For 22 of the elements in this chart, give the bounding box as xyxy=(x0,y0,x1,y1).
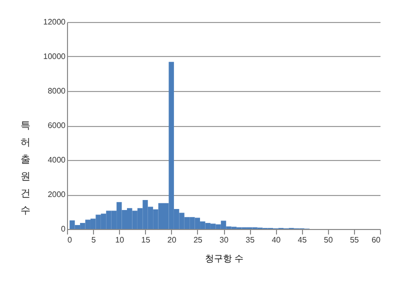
x-tick-label: 35 xyxy=(246,236,256,244)
x-tick-label: 45 xyxy=(298,236,308,244)
x-tick-label: 5 xyxy=(91,236,96,244)
y-tick-label: 4000 xyxy=(48,156,66,164)
y-tick-label: 2000 xyxy=(48,190,66,199)
y-tick-label: 10000 xyxy=(43,52,66,61)
x-tick-label: 30 xyxy=(220,236,229,244)
y-tick-label: 12000 xyxy=(43,18,66,26)
x-tick-label: 15 xyxy=(141,236,151,244)
y-tick-label: 6000 xyxy=(48,121,66,130)
y-axis-title: 특허 출원 건수 xyxy=(20,120,30,216)
x-tick-label: 20 xyxy=(167,236,177,244)
x-tick-label: 55 xyxy=(350,236,360,244)
x-tick-label: 0 xyxy=(68,236,72,244)
x-tick-label: 50 xyxy=(324,236,334,244)
y-tick-label: 0 xyxy=(61,224,66,234)
y-tick-label: 8000 xyxy=(48,86,66,96)
x-axis-title: 청구항 수 xyxy=(204,254,244,264)
x-tick-label: 40 xyxy=(272,236,282,244)
x-tick-label: 25 xyxy=(193,236,203,244)
x-tick-label: 60 xyxy=(372,236,382,244)
x-tick-label: 10 xyxy=(115,236,125,244)
